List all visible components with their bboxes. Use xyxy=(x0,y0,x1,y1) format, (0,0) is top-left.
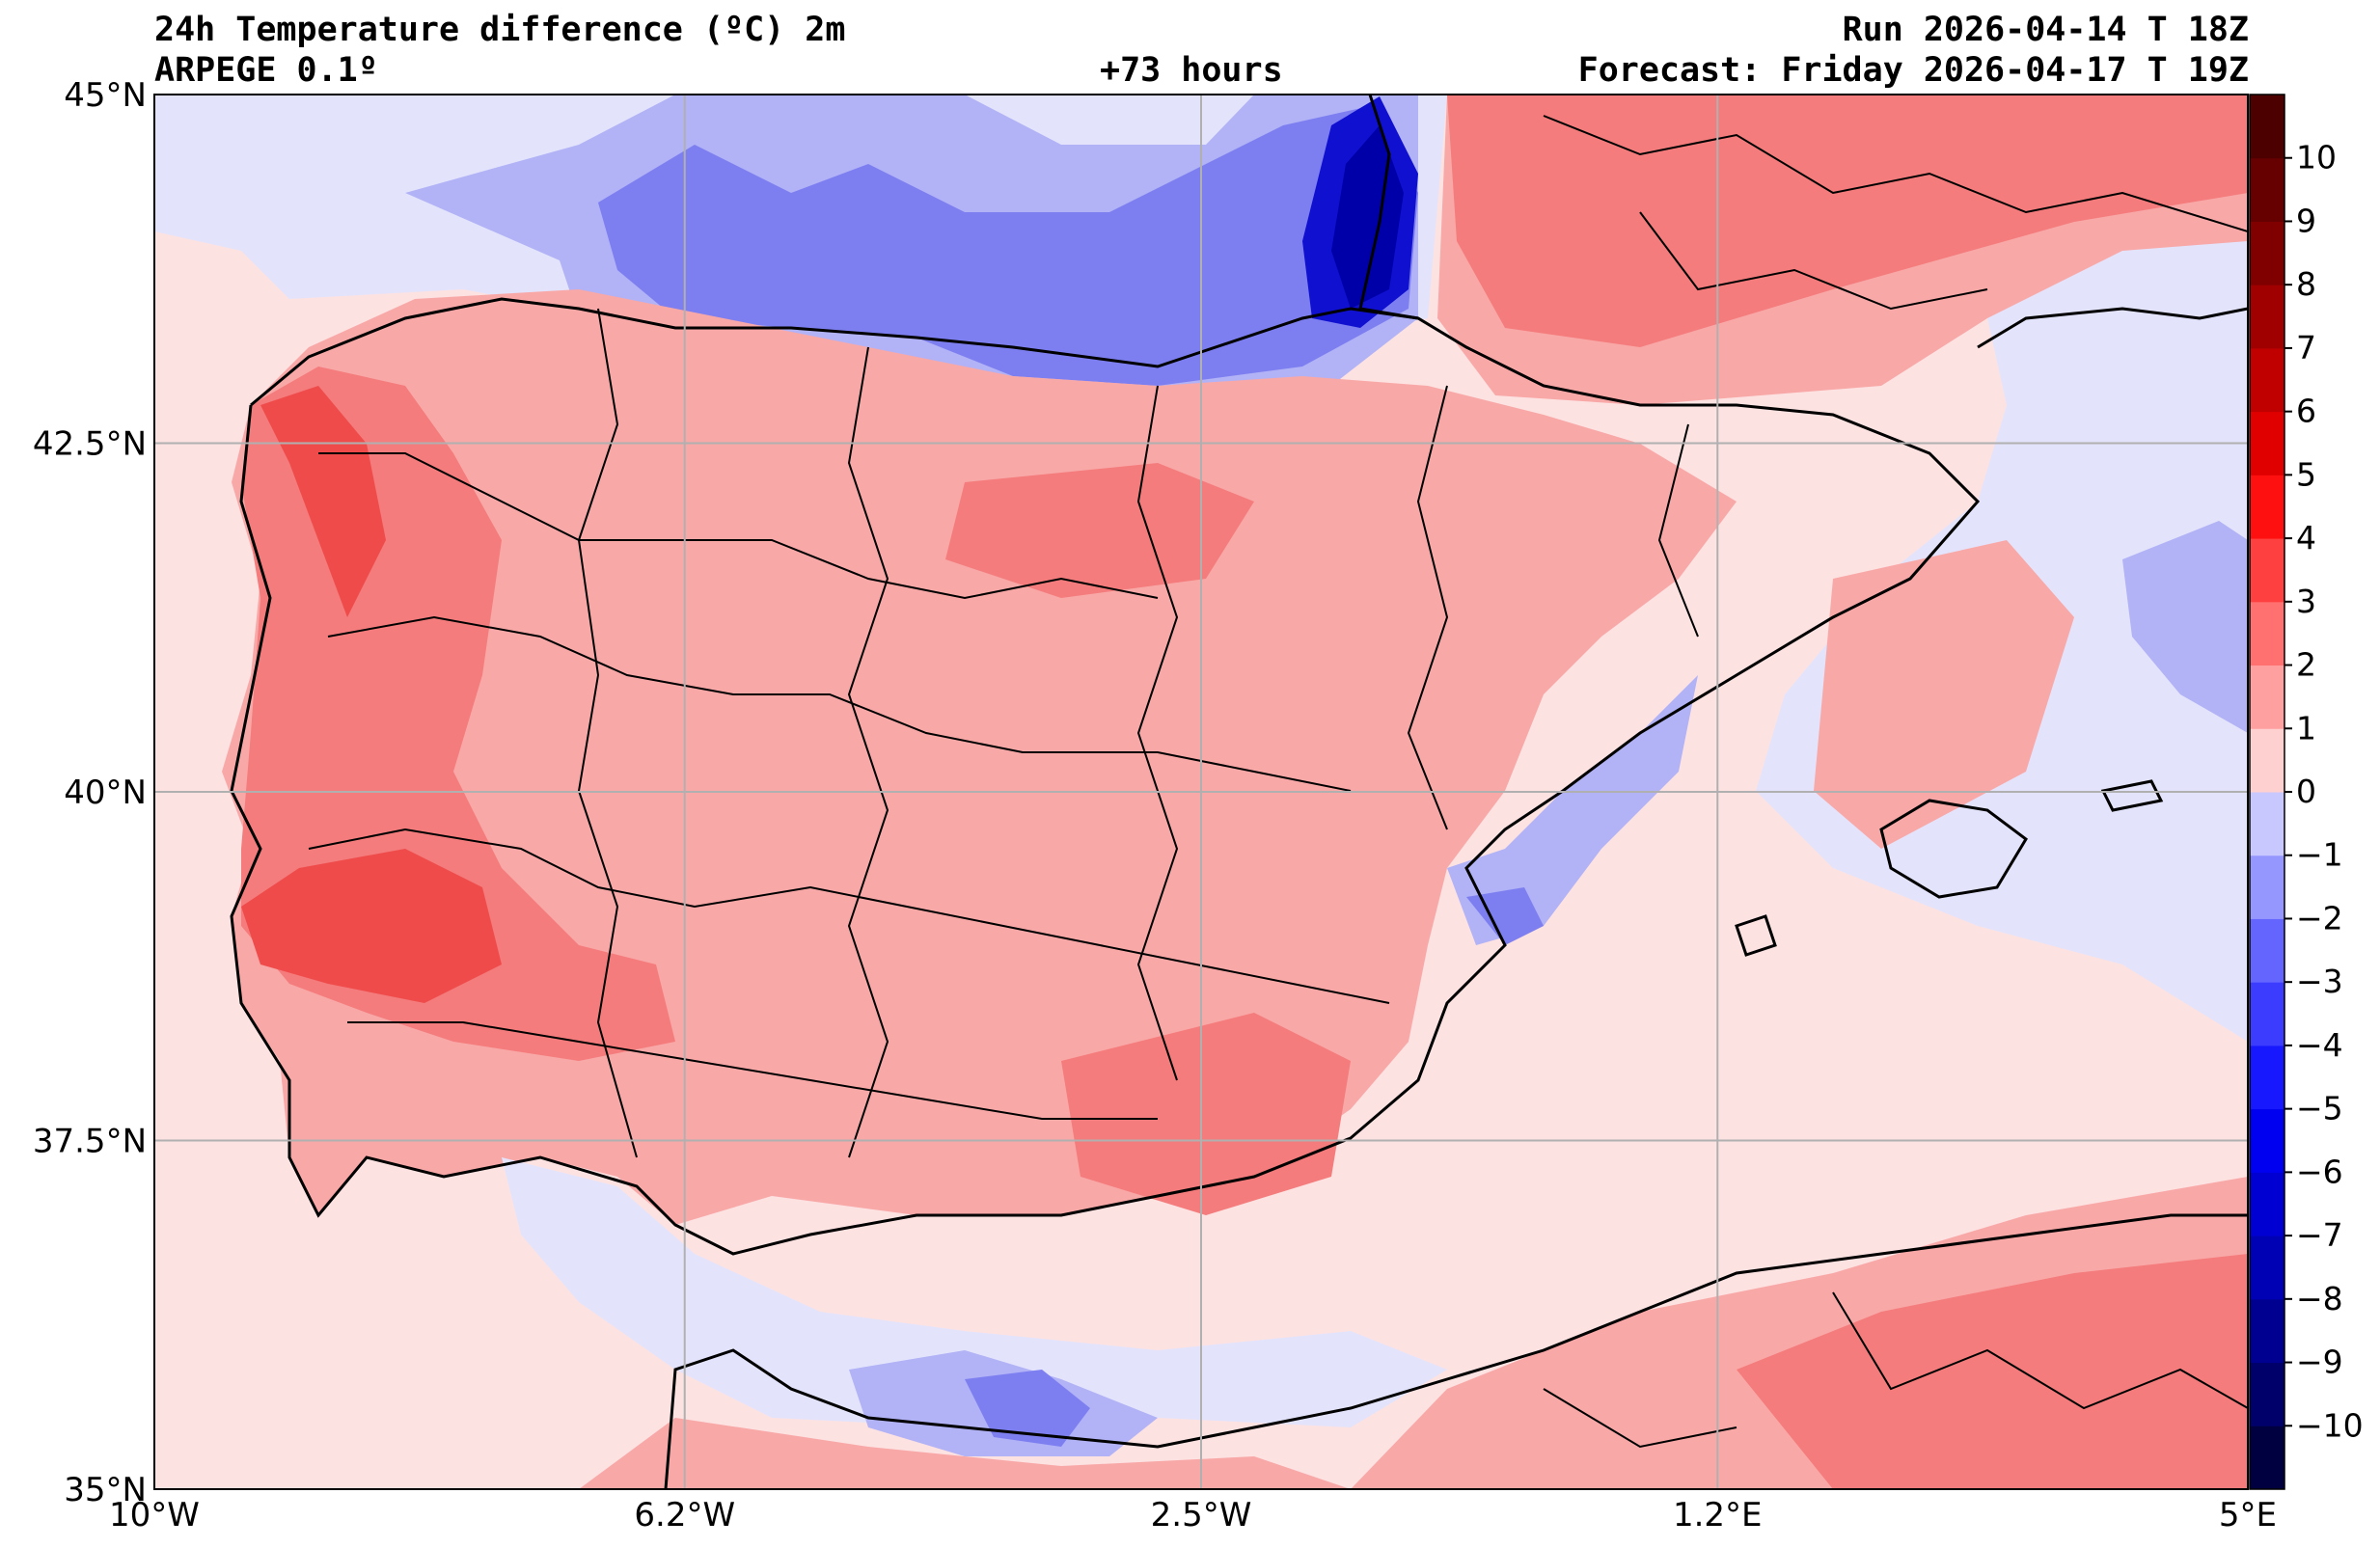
admin-borders xyxy=(308,115,2248,1449)
warm-area-north-africa-core xyxy=(1737,1254,2248,1489)
coastline-mallorca xyxy=(1879,799,2028,899)
coastline-france xyxy=(1358,95,2248,349)
run-label: Run 2026-04-14 T 18Z xyxy=(1842,11,2249,49)
colorbar-label: 1 xyxy=(2296,709,2316,747)
x-tick-label: 6.2°W xyxy=(634,1496,735,1534)
warm-core-lisbon xyxy=(241,849,502,1003)
colorbar-segment xyxy=(2250,475,2284,539)
colorbar-label: −5 xyxy=(2296,1090,2343,1127)
colorbar-label: 10 xyxy=(2296,139,2337,177)
forecast-label: Forecast: Friday 2026-04-17 T 19Z xyxy=(1577,51,2249,90)
coastline-north-africa xyxy=(664,1213,2248,1489)
x-tick-label: 5°E xyxy=(2219,1496,2277,1534)
colorbar-label: −6 xyxy=(2296,1153,2343,1190)
x-tick-labels: 10°W 6.2°W 2.5°W 1.2°E 5°E xyxy=(109,1496,2277,1534)
colorbar-segment xyxy=(2250,95,2284,159)
colorbar-label: 7 xyxy=(2296,329,2316,367)
cool-area-valencia-core xyxy=(1466,887,1544,945)
coastline-ibiza xyxy=(1735,914,1777,957)
colorbar-label: −3 xyxy=(2296,963,2343,1000)
y-tick-label: 40°N xyxy=(64,774,147,812)
grid-lines xyxy=(154,95,2248,1489)
colorbar-segment xyxy=(2250,285,2284,349)
colorbar-segment xyxy=(2250,792,2284,856)
cool-area-med-east-2 xyxy=(2122,521,2248,733)
colorbar-label: 4 xyxy=(2296,519,2316,557)
map-frame xyxy=(153,94,2249,1490)
colorbar-segment xyxy=(2250,728,2284,793)
colorbar-segment xyxy=(2250,918,2284,983)
model-label: ARPEGE 0.1º xyxy=(154,51,378,90)
colorbar-label: −1 xyxy=(2296,836,2343,874)
colorbar-segment xyxy=(2250,1362,2284,1426)
coastline-iberia xyxy=(230,297,1981,1256)
colorbar-segment xyxy=(2250,601,2284,666)
colorbar-label: −2 xyxy=(2296,899,2343,937)
y-tick-label: 35°N xyxy=(64,1471,147,1509)
colorbar-segment xyxy=(2250,982,2284,1046)
coastline-menorca xyxy=(2100,779,2164,812)
colorbar-label: 0 xyxy=(2296,773,2316,810)
colorbar-segment xyxy=(2250,855,2284,919)
colorbar-segment xyxy=(2250,411,2284,475)
colorbar-label: −10 xyxy=(2296,1406,2364,1444)
colorbar-segment xyxy=(2250,347,2284,413)
colorbar-label: −8 xyxy=(2296,1280,2343,1317)
warm-area-balearic xyxy=(1814,540,2074,849)
y-tick-label: 45°N xyxy=(64,76,147,115)
colorbar-segment xyxy=(2250,157,2284,222)
colorbar-label: −7 xyxy=(2296,1216,2343,1254)
colorbar-segment xyxy=(2250,1045,2284,1110)
colorbar-label: 2 xyxy=(2296,646,2316,684)
colorbar-label: 3 xyxy=(2296,583,2316,620)
colorbar-label: 6 xyxy=(2296,393,2316,430)
colorbar-segment xyxy=(2250,221,2284,285)
colorbar-label: 5 xyxy=(2296,455,2316,493)
y-tick-labels: 45°N 42.5°N 40°N 37.5°N 35°N xyxy=(33,76,147,1509)
cool-area-alboran-3 xyxy=(965,1370,1090,1447)
y-tick-label: 37.5°N xyxy=(33,1123,147,1161)
colorbar-segment xyxy=(2250,1108,2284,1173)
colorbar-label: −4 xyxy=(2296,1026,2343,1064)
warm-core-central xyxy=(945,463,1254,598)
lead-time-label: +73 hours xyxy=(1100,51,1283,90)
colorbar-segment xyxy=(2250,1426,2284,1490)
colorbar-label: 9 xyxy=(2296,202,2316,239)
warm-area-south-coast xyxy=(579,1418,1351,1489)
cool-area-valencia xyxy=(1447,675,1698,945)
chart-title: 24h Temperature difference (ºC) 2m xyxy=(154,11,846,49)
x-tick-label: 10°W xyxy=(109,1496,200,1534)
warm-area-france-core xyxy=(1447,95,2248,347)
cool-area-alboran xyxy=(502,1157,1447,1427)
y-tick-label: 42.5°N xyxy=(33,425,147,464)
colorbar-label: −9 xyxy=(2296,1344,2343,1381)
colorbar-segment xyxy=(2250,665,2284,729)
colorbar-segment xyxy=(2250,1172,2284,1236)
x-tick-label: 2.5°W xyxy=(1151,1496,1252,1534)
cool-area-core xyxy=(598,106,1418,386)
colorbar-segment xyxy=(2250,1236,2284,1300)
colorbar-label: 8 xyxy=(2296,265,2316,303)
colorbar-segment xyxy=(2250,538,2284,603)
warm-core-southeast xyxy=(1061,1013,1351,1215)
x-tick-label: 1.2°E xyxy=(1673,1496,1763,1534)
colorbar-segment xyxy=(2250,1298,2284,1364)
